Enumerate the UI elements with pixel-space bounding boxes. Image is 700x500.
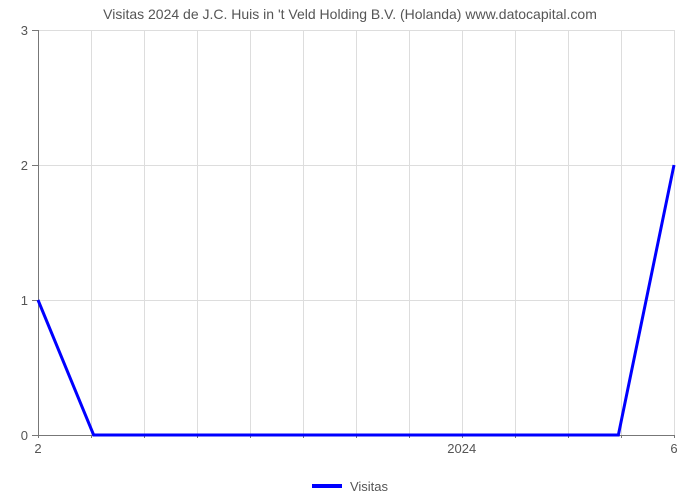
series-line — [0, 0, 700, 500]
line-chart: Visitas 2024 de J.C. Huis in 't Veld Hol… — [0, 0, 700, 500]
